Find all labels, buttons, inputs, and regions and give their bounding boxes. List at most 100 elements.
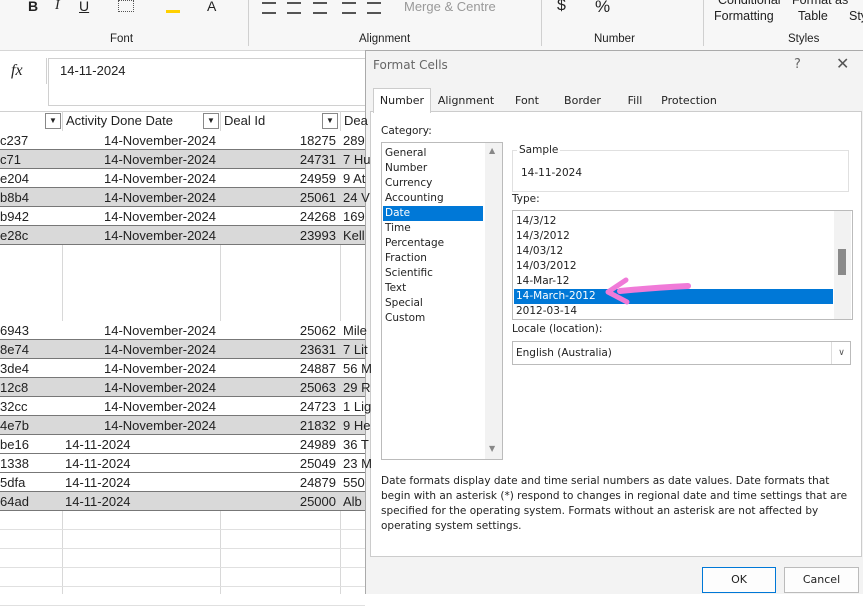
cell[interactable]: 24879 [299, 475, 336, 490]
category-item[interactable]: General [385, 147, 427, 159]
cell[interactable]: Kell [343, 228, 365, 243]
cell[interactable]: e204 [0, 171, 29, 186]
locale-dropdown[interactable]: English (Australia) ∨ [512, 341, 851, 365]
conditional-formatting[interactable]: Formatting [714, 9, 774, 23]
align-button[interactable] [313, 2, 327, 14]
fill-color-button[interactable] [166, 0, 180, 13]
type-item[interactable]: 14-March-2012 [514, 289, 833, 304]
align-button[interactable] [287, 2, 301, 14]
cell[interactable]: 3de4 [0, 361, 29, 376]
cell[interactable]: 29 R [343, 380, 371, 395]
category-item[interactable]: Fraction [385, 252, 427, 264]
align-button[interactable] [262, 2, 276, 14]
cell[interactable]: 14-November-2024 [103, 380, 216, 395]
cell[interactable]: 14-11-2024 [65, 494, 131, 509]
category-item[interactable]: Special [385, 297, 423, 309]
cell[interactable]: 24887 [299, 361, 336, 376]
tab[interactable]: Alignment [437, 94, 495, 107]
cell[interactable]: 18275 [299, 133, 336, 148]
cell[interactable]: 14-November-2024 [103, 323, 216, 338]
tab[interactable]: Number [373, 88, 431, 113]
tab[interactable]: Protection [661, 94, 717, 107]
cell[interactable]: 14-11-2024 [65, 475, 131, 490]
cell[interactable]: 14-November-2024 [103, 228, 216, 243]
cell[interactable]: 169 [343, 209, 365, 224]
cell[interactable]: 1 Lig [343, 399, 372, 414]
cell[interactable]: 25061 [299, 190, 336, 205]
cell[interactable]: 9 At [343, 171, 366, 186]
conditional-formatting[interactable]: Conditional [718, 0, 781, 7]
cell[interactable]: 25062 [299, 323, 336, 338]
cell[interactable]: 8e74 [0, 342, 29, 357]
ok-button[interactable]: OK [702, 567, 776, 593]
filter-button[interactable]: ▼ [45, 113, 61, 129]
cell[interactable]: 14-11-2024 [65, 456, 131, 471]
cell[interactable]: 24731 [299, 152, 336, 167]
tab[interactable]: Font [515, 94, 539, 107]
cell[interactable]: 23 M [343, 456, 372, 471]
currency-button[interactable]: $ [557, 0, 566, 14]
category-item[interactable]: Number [385, 162, 428, 174]
cell[interactable]: 12c8 [0, 380, 29, 395]
cell[interactable]: 25049 [299, 456, 336, 471]
cell[interactable]: c71 [0, 152, 21, 167]
cell[interactable]: 14-November-2024 [103, 209, 216, 224]
cell[interactable]: 14-November-2024 [103, 152, 216, 167]
borders-button[interactable] [118, 0, 134, 12]
filter-button[interactable]: ▼ [203, 113, 219, 129]
type-item[interactable]: 14-Mar-12 [516, 275, 570, 287]
italic-button[interactable]: I [55, 0, 60, 13]
cell[interactable]: e28c [0, 228, 29, 243]
cell[interactable]: 24723 [299, 399, 336, 414]
cell[interactable]: 14-November-2024 [103, 342, 216, 357]
tab[interactable]: Border [564, 94, 601, 107]
fx-button[interactable]: fx [11, 62, 23, 79]
font-color-button[interactable]: A [207, 0, 217, 14]
cell[interactable]: be16 [0, 437, 29, 452]
cell[interactable]: 21832 [299, 418, 336, 433]
category-item[interactable]: Time [385, 222, 411, 234]
cell[interactable]: b8b4 [0, 190, 29, 205]
cell[interactable]: 64ad [0, 494, 29, 509]
help-button[interactable]: ? [794, 57, 801, 72]
align-button[interactable] [342, 2, 356, 14]
cell[interactable]: 289 [343, 133, 365, 148]
cell[interactable]: 14-November-2024 [103, 361, 216, 376]
cell[interactable]: 14-November-2024 [103, 399, 216, 414]
cancel-button[interactable]: Cancel [784, 567, 859, 593]
cell[interactable]: 5dfa [0, 475, 26, 490]
category-item[interactable]: Custom [385, 312, 426, 324]
tab[interactable]: Fill [627, 94, 643, 107]
cell[interactable]: 14-November-2024 [103, 133, 216, 148]
cell[interactable]: 32cc [0, 399, 28, 414]
cell[interactable]: 23993 [299, 228, 336, 243]
cell[interactable]: 550 [343, 475, 365, 490]
cell[interactable]: Mile [343, 323, 367, 338]
category-item[interactable]: Date [383, 206, 483, 221]
cell[interactable]: 4e7b [0, 418, 29, 433]
category-item[interactable]: Currency [385, 177, 433, 189]
cell[interactable]: 7 Lit [343, 342, 368, 357]
format-as-table[interactable]: Table [798, 9, 828, 23]
category-item[interactable]: Text [385, 282, 407, 294]
cell[interactable]: 24989 [299, 437, 336, 452]
cell[interactable]: 14-November-2024 [103, 190, 216, 205]
cell[interactable]: 1338 [0, 456, 29, 471]
category-item[interactable]: Scientific [385, 267, 433, 279]
merge-button[interactable]: Merge & Centre [404, 0, 496, 14]
category-item[interactable]: Accounting [385, 192, 444, 204]
cell[interactable]: 36 T [343, 437, 369, 452]
cell[interactable]: 24268 [299, 209, 336, 224]
cell[interactable]: 56 M [343, 361, 372, 376]
type-item[interactable]: 14/03/2012 [516, 260, 577, 272]
cell[interactable]: c237 [0, 133, 29, 148]
cell[interactable]: Alb [343, 494, 362, 509]
cell[interactable]: 24 V [343, 190, 370, 205]
cell[interactable]: 14-November-2024 [103, 171, 216, 186]
percent-button[interactable]: % [595, 0, 611, 16]
format-as-table[interactable]: Format as [792, 0, 849, 7]
cell[interactable]: 14-November-2024 [103, 418, 216, 433]
cell[interactable]: 25000 [299, 494, 336, 509]
cell-styles[interactable]: Sty [849, 9, 863, 23]
cell[interactable]: 9 He [343, 418, 371, 433]
